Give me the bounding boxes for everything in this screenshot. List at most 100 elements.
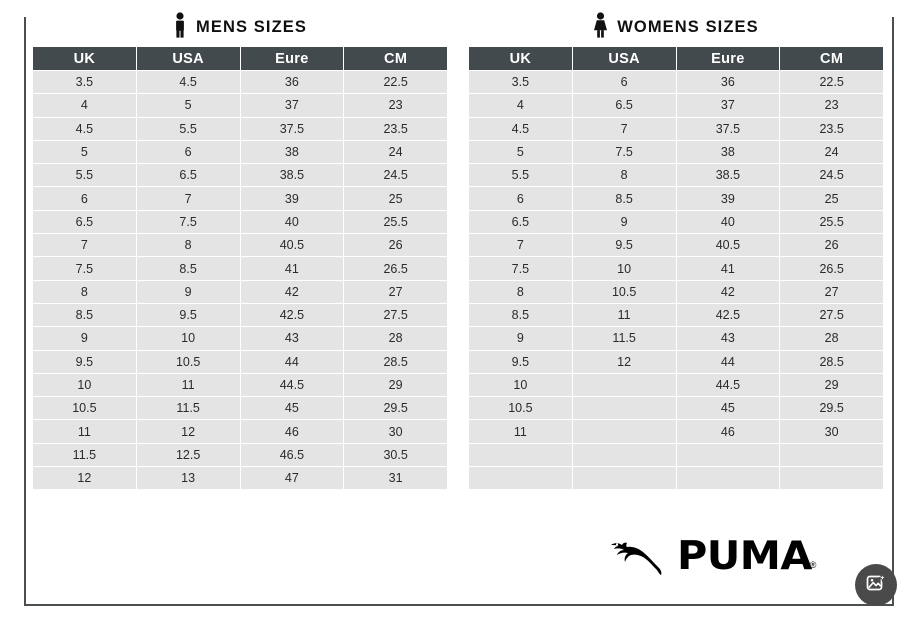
- table-cell-uk: 9.5: [469, 350, 572, 373]
- table-cell-uk: 3.5: [33, 71, 136, 94]
- puma-leaping-cat-icon: [609, 532, 675, 581]
- column-header-eure: Eure: [240, 47, 344, 70]
- puma-brand-name: PUMA: [676, 533, 812, 579]
- table-cell-usa: 6: [136, 140, 240, 164]
- table-cell-eure: 47: [240, 467, 344, 490]
- table-cell-eure: 44.5: [676, 373, 780, 397]
- table-cell-cm: 23.5: [780, 117, 883, 140]
- table-cell-usa: 12: [572, 350, 676, 373]
- table-cell-eure: 42.5: [676, 303, 780, 327]
- table-row: 11.5 12.5 46.5 30.5: [33, 443, 447, 467]
- table-cell-uk: 8: [33, 280, 136, 303]
- table-cell-usa: 7: [572, 117, 676, 140]
- table-cell-usa: 8.5: [572, 187, 676, 210]
- table-cell-uk: 9.5: [33, 350, 136, 373]
- table-cell-uk: 5: [33, 140, 136, 164]
- table-cell-eure: 40: [676, 210, 780, 234]
- table-cell-uk: 10: [33, 373, 136, 397]
- table-cell-usa: [572, 373, 676, 397]
- table-row: 12 13 47 31: [33, 467, 447, 490]
- table-cell-usa: 7: [136, 187, 240, 210]
- table-cell-uk: 6: [33, 187, 136, 210]
- table-header-row: UK USA Eure CM: [33, 47, 447, 70]
- table-row: 9 10 43 28: [33, 327, 447, 350]
- table-cell-cm: 22.5: [344, 71, 447, 94]
- table-cell-usa: 10: [136, 327, 240, 350]
- table-row: 5.5 6.5 38.5 24.5: [33, 164, 447, 187]
- table-cell-usa: 6.5: [572, 94, 676, 117]
- table-cell-eure: 45: [676, 397, 780, 420]
- table-cell-cm: 28: [344, 327, 447, 350]
- womens-size-panel: WOMENS SIZES UK USA Eure CM 3.5 6 36 22.5 4 6…: [468, 8, 884, 588]
- male-figure-icon: [173, 11, 187, 43]
- table-cell-usa: 10.5: [136, 350, 240, 373]
- column-header-usa: USA: [136, 47, 240, 70]
- table-cell-eure: 41: [676, 257, 780, 280]
- image-sparkle-icon: [865, 572, 887, 599]
- table-cell-cm: 30.5: [344, 443, 447, 467]
- table-cell-cm: 29.5: [780, 397, 883, 420]
- table-row: 3.5 4.5 36 22.5: [33, 71, 447, 94]
- table-cell-eure: 36: [676, 71, 780, 94]
- table-cell-cm: 22.5: [780, 71, 883, 94]
- mens-title-text: MENS SIZES: [196, 17, 307, 36]
- table-cell-usa: 5.5: [136, 117, 240, 140]
- table-row: 3.5 6 36 22.5: [469, 71, 883, 94]
- table-row: 6.5 7.5 40 25.5: [33, 210, 447, 234]
- puma-logo: PUMA ®: [586, 524, 839, 589]
- table-row: 10.5 11.5 45 29.5: [33, 397, 447, 420]
- table-row: 8.5 9.5 42.5 27.5: [33, 303, 447, 327]
- table-cell-uk: 8.5: [469, 303, 572, 327]
- table-cell-uk: 7.5: [469, 257, 572, 280]
- table-cell-uk: 10: [469, 373, 572, 397]
- column-header-cm: CM: [344, 47, 447, 70]
- table-row: [469, 467, 883, 490]
- table-cell-uk: 3.5: [469, 71, 572, 94]
- mens-size-panel: MENS SIZES UK USA Eure CM 3.5 4.5 36 22.5 4 5…: [32, 8, 448, 588]
- table-cell-cm: 29: [780, 373, 883, 397]
- column-header-uk: UK: [33, 47, 136, 70]
- table-cell-eure: 38.5: [240, 164, 344, 187]
- mens-panel-title: MENS SIZES: [32, 8, 448, 46]
- table-cell-usa: 8: [572, 164, 676, 187]
- table-cell-uk: [469, 467, 572, 490]
- table-cell-uk: 12: [33, 467, 136, 490]
- table-cell-eure: 40.5: [240, 234, 344, 257]
- table-cell-uk: 7.5: [33, 257, 136, 280]
- column-header-eure: Eure: [676, 47, 780, 70]
- table-cell-uk: [469, 443, 572, 467]
- table-cell-uk: 7: [33, 234, 136, 257]
- table-cell-eure: [676, 467, 780, 490]
- table-cell-eure: 42: [676, 280, 780, 303]
- table-cell-usa: 9.5: [572, 234, 676, 257]
- table-cell-eure: [676, 443, 780, 467]
- table-row: 11 46 30: [469, 420, 883, 443]
- table-row: 10 44.5 29: [469, 373, 883, 397]
- table-cell-cm: 24.5: [344, 164, 447, 187]
- table-cell-cm: 23: [344, 94, 447, 117]
- table-cell-cm: 31: [344, 467, 447, 490]
- table-row: 5 6 38 24: [33, 140, 447, 164]
- image-tool-fab-button[interactable]: [855, 564, 897, 606]
- table-cell-cm: 24: [780, 140, 883, 164]
- table-cell-uk: 7: [469, 234, 572, 257]
- table-cell-uk: 8: [469, 280, 572, 303]
- table-header-row: UK USA Eure CM: [469, 47, 883, 70]
- table-cell-uk: 11: [33, 420, 136, 443]
- table-cell-cm: 27: [344, 280, 447, 303]
- table-cell-usa: 8.5: [136, 257, 240, 280]
- mens-table-body: 3.5 4.5 36 22.5 4 5 37 23 4.5 5.5 37.5 23.5 5 6 38 24 5.…: [33, 71, 447, 490]
- table-cell-cm: 28.5: [344, 350, 447, 373]
- table-cell-uk: 6: [469, 187, 572, 210]
- table-cell-usa: 12: [136, 420, 240, 443]
- table-row: 7.5 8.5 41 26.5: [33, 257, 447, 280]
- womens-title-text: WOMENS SIZES: [617, 17, 759, 36]
- table-cell-eure: 46: [676, 420, 780, 443]
- table-cell-eure: 39: [676, 187, 780, 210]
- table-row: 4.5 5.5 37.5 23.5: [33, 117, 447, 140]
- table-cell-eure: 42.5: [240, 303, 344, 327]
- table-cell-usa: 8: [136, 234, 240, 257]
- table-cell-uk: 5.5: [469, 164, 572, 187]
- puma-wordmark: PUMA ®: [676, 533, 817, 579]
- table-cell-uk: 10.5: [33, 397, 136, 420]
